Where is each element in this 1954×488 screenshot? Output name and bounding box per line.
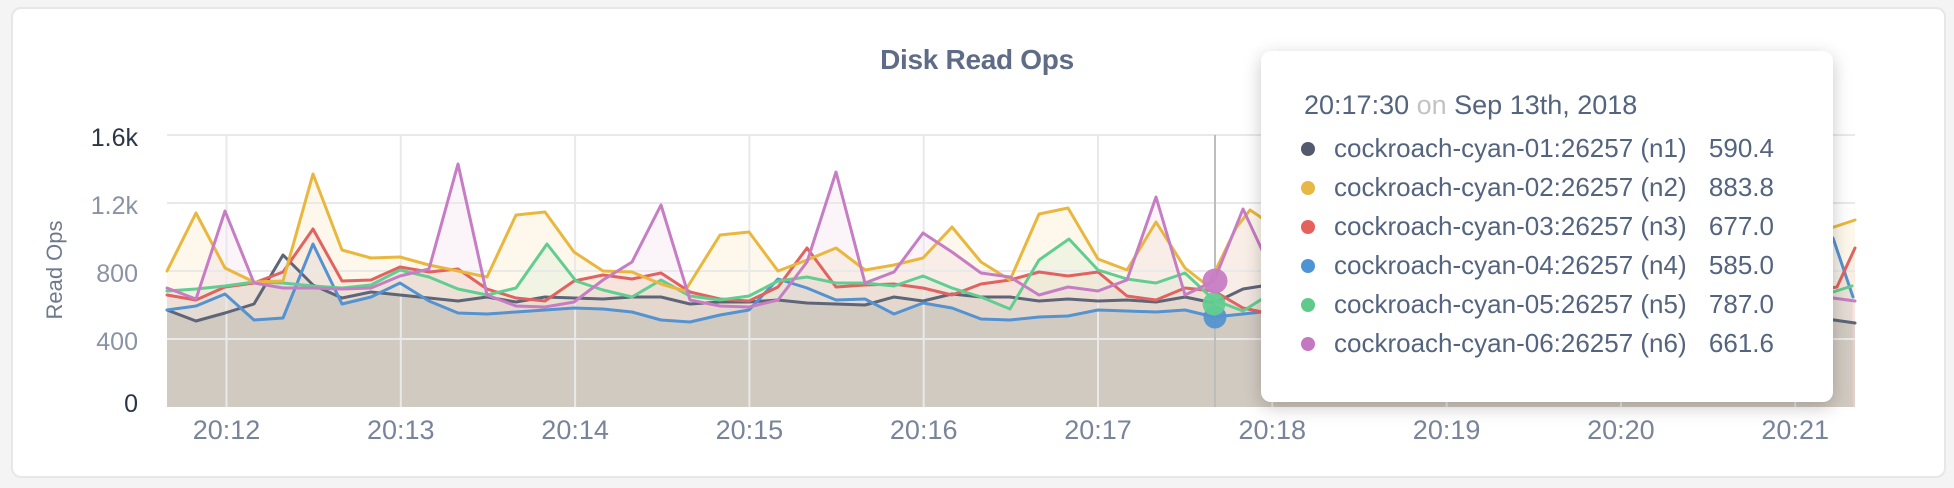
svg-text:1.2k: 1.2k: [91, 192, 139, 220]
svg-text:20:12: 20:12: [193, 415, 261, 445]
svg-text:400: 400: [96, 328, 138, 356]
svg-text:20:14: 20:14: [541, 415, 609, 445]
svg-text:20:18: 20:18: [1239, 415, 1307, 445]
svg-text:20:13: 20:13: [367, 415, 435, 445]
svg-text:800: 800: [96, 260, 138, 288]
svg-text:20:15: 20:15: [716, 415, 784, 445]
svg-text:20:20: 20:20: [1587, 415, 1655, 445]
svg-text:0: 0: [124, 390, 138, 418]
svg-text:1.6k: 1.6k: [91, 124, 139, 152]
svg-text:20:21: 20:21: [1761, 415, 1829, 445]
svg-text:20:17: 20:17: [1064, 415, 1132, 445]
svg-text:Read Ops: Read Ops: [42, 220, 67, 319]
svg-text:20:16: 20:16: [890, 415, 958, 445]
svg-text:20:19: 20:19: [1413, 415, 1481, 445]
